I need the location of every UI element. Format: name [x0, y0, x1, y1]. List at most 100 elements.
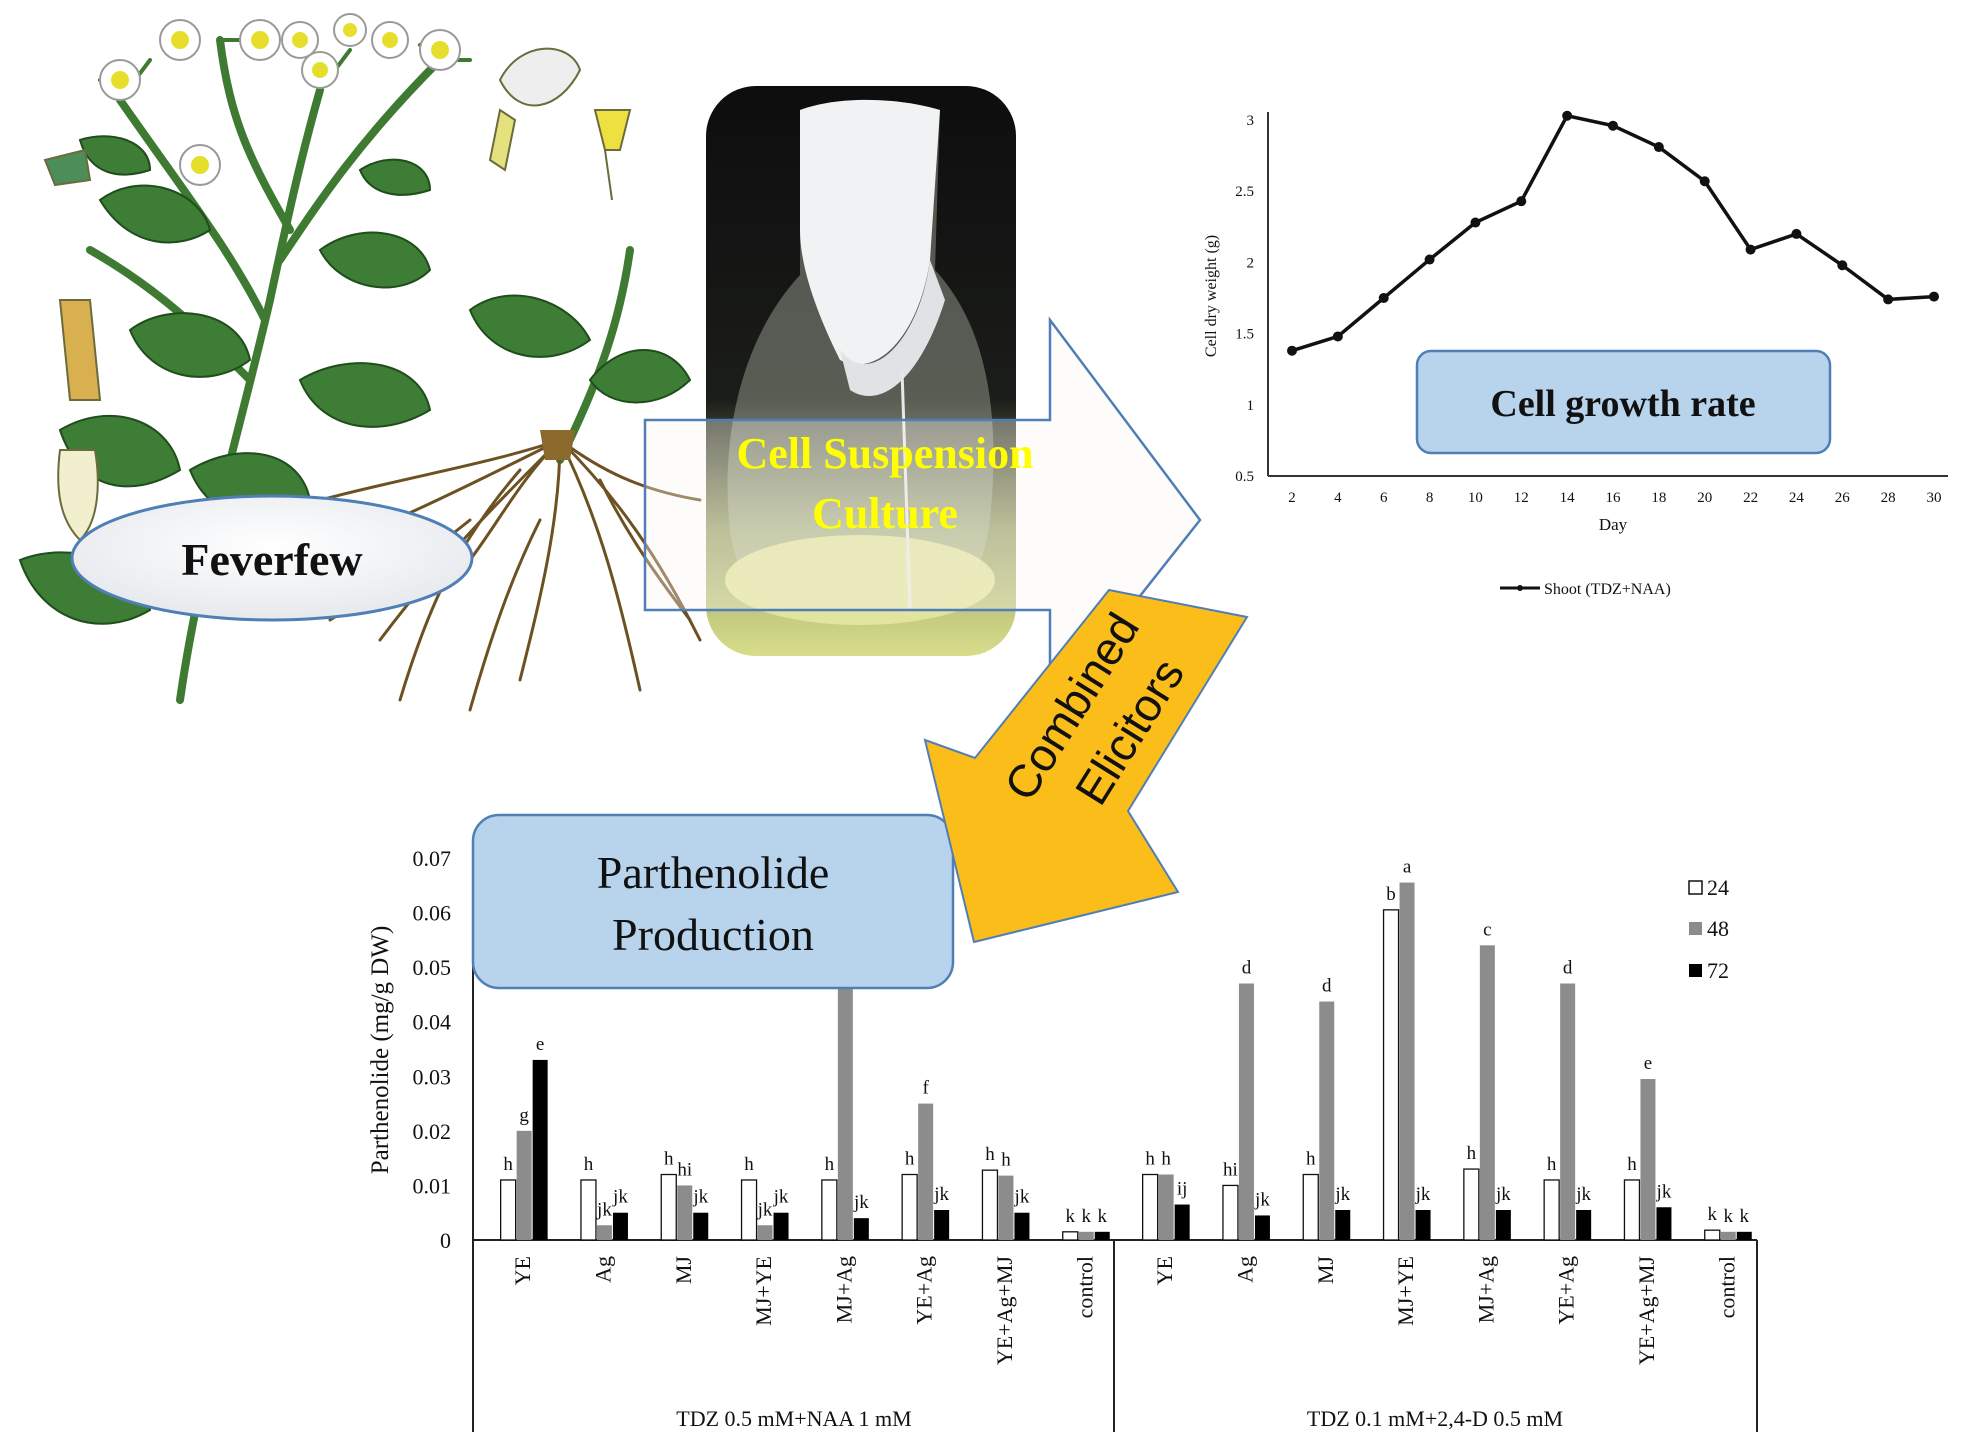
bar-chart-legend: 24 48 72: [1688, 875, 1729, 983]
bar: [1736, 1231, 1752, 1240]
bar: [1238, 983, 1254, 1240]
significance-letter: h: [985, 1144, 995, 1165]
significance-letter: jk: [1334, 1184, 1350, 1205]
growth-point: [1378, 293, 1389, 303]
significance-letter: jk: [1254, 1189, 1270, 1210]
growth-point: [1516, 196, 1527, 207]
line-chart-x-tick: 6: [1380, 490, 1388, 506]
significance-letter: h: [503, 1154, 513, 1175]
growth-box-label: Cell growth rate: [1490, 383, 1755, 425]
bar: [740, 1179, 758, 1241]
line-chart-x-tick: 4: [1334, 490, 1342, 506]
bar: [1560, 983, 1576, 1240]
feverfew-ellipse: [70, 494, 474, 622]
bar: [1174, 1204, 1190, 1240]
bar: [1014, 1212, 1030, 1240]
bar: [516, 1130, 532, 1240]
significance-letter: c: [1483, 919, 1491, 940]
cell-growth-chart: 0.511.522.53 2 4 6 8 10 12 14 16 18 20 22 24 26 28 30 …: [1203, 110, 1948, 598]
significance-letter: jk: [1656, 1181, 1672, 1202]
line-chart-legend: Shoot (TDZ+NAA): [1500, 581, 1671, 598]
bar-chart-y-tick: 0: [440, 1228, 451, 1253]
bar: [1463, 1168, 1480, 1241]
bar: [1656, 1207, 1672, 1240]
significance-letter: b: [1386, 884, 1396, 905]
suspension-label-line2: Culture: [812, 489, 958, 538]
significance-letter: h: [1001, 1150, 1011, 1171]
line-chart-x-tick: 10: [1468, 490, 1483, 506]
significance-letter: h: [1627, 1154, 1637, 1175]
growth-point: [1287, 345, 1297, 356]
line-chart-x-tick: 2: [1288, 490, 1296, 506]
significance-letter: jk: [1415, 1184, 1431, 1205]
bar: [1623, 1179, 1641, 1241]
bar: [837, 978, 853, 1240]
bar-chart-ylabel: Parthenolide (mg/g DW): [367, 926, 394, 1175]
bar: [1543, 1179, 1560, 1241]
line-chart-y-tick: 2: [1247, 255, 1255, 271]
significance-letter: jk: [933, 1184, 949, 1205]
parthenolide-bar-chart: 0 0.01 0.02 0.03 0.04 0.05 0.06 0.07 Parthenoli…: [367, 846, 1758, 1432]
line-chart-x-tick: 18: [1651, 490, 1666, 506]
bar-chart-y-tick: 0.01: [413, 1173, 452, 1198]
bar: [1495, 1209, 1511, 1240]
growth-point: [1653, 142, 1664, 153]
bar: [580, 1179, 597, 1241]
flower-heads: [99, 13, 461, 186]
bar-chart-y-tick: 0.05: [413, 955, 452, 980]
bar-chart-y-tick: 0.03: [413, 1064, 452, 1089]
significance-letter: h: [905, 1149, 915, 1170]
growth-series-line: [1291, 113, 1935, 353]
legend-swatch-72: [1689, 964, 1702, 977]
production-box: [471, 813, 955, 990]
bar: [1479, 945, 1495, 1240]
bar-chart-y-tick: 0.02: [413, 1119, 452, 1144]
significance-letter: f: [922, 1078, 929, 1099]
growth-point: [1699, 176, 1710, 187]
bar: [757, 1225, 773, 1240]
bar: [1576, 1209, 1592, 1240]
growth-point: [1929, 291, 1939, 302]
significance-letter: ij: [1177, 1179, 1188, 1200]
growth-point: [1332, 331, 1343, 342]
group-label-2: TDZ 0.1 mM+2,4-D 0.5 mM: [1307, 1406, 1563, 1431]
significance-letter: k: [1082, 1206, 1092, 1227]
bar: [1640, 1079, 1656, 1240]
line-chart-xlabel: Day: [1599, 515, 1628, 534]
bar-category-label: YE: [1152, 1256, 1177, 1285]
significance-letter: h: [664, 1149, 674, 1170]
line-chart-y-tick: 2.5: [1235, 184, 1254, 200]
growth-point: [1745, 244, 1756, 255]
line-chart-y-tick: 3: [1247, 113, 1255, 129]
legend-label-72: 72: [1707, 958, 1729, 983]
legend-swatch-48: [1689, 922, 1702, 935]
bar: [499, 1179, 517, 1241]
growth-point: [1883, 294, 1894, 305]
bar-category-label: MJ: [1313, 1256, 1338, 1285]
growth-box: [1415, 349, 1832, 455]
significance-letter: jk: [612, 1187, 628, 1208]
significance-letter: d: [1242, 958, 1252, 979]
significance-letter: h: [1145, 1149, 1155, 1170]
significance-letter: k: [1724, 1206, 1734, 1227]
bar: [1704, 1229, 1721, 1241]
significance-letter: k: [1740, 1206, 1750, 1227]
bar: [1319, 1001, 1335, 1240]
group-label-1: TDZ 0.5 mM+NAA 1 mM: [676, 1406, 911, 1431]
bar: [918, 1103, 934, 1240]
bar: [1062, 1231, 1079, 1241]
bar: [693, 1212, 709, 1240]
significance-letter: a: [1403, 857, 1412, 878]
significance-letter: h: [1161, 1149, 1171, 1170]
bar: [532, 1059, 548, 1240]
significance-letter: h: [744, 1154, 754, 1175]
significance-letter: jk: [773, 1187, 789, 1208]
growth-point: [1562, 110, 1573, 121]
bar: [821, 1179, 838, 1241]
significance-letter: k: [1098, 1206, 1108, 1227]
bar-category-label: MJ+Ag: [831, 1256, 856, 1323]
bar: [1222, 1184, 1239, 1241]
bar: [981, 1169, 999, 1241]
line-chart-x-tick: 20: [1697, 490, 1712, 506]
